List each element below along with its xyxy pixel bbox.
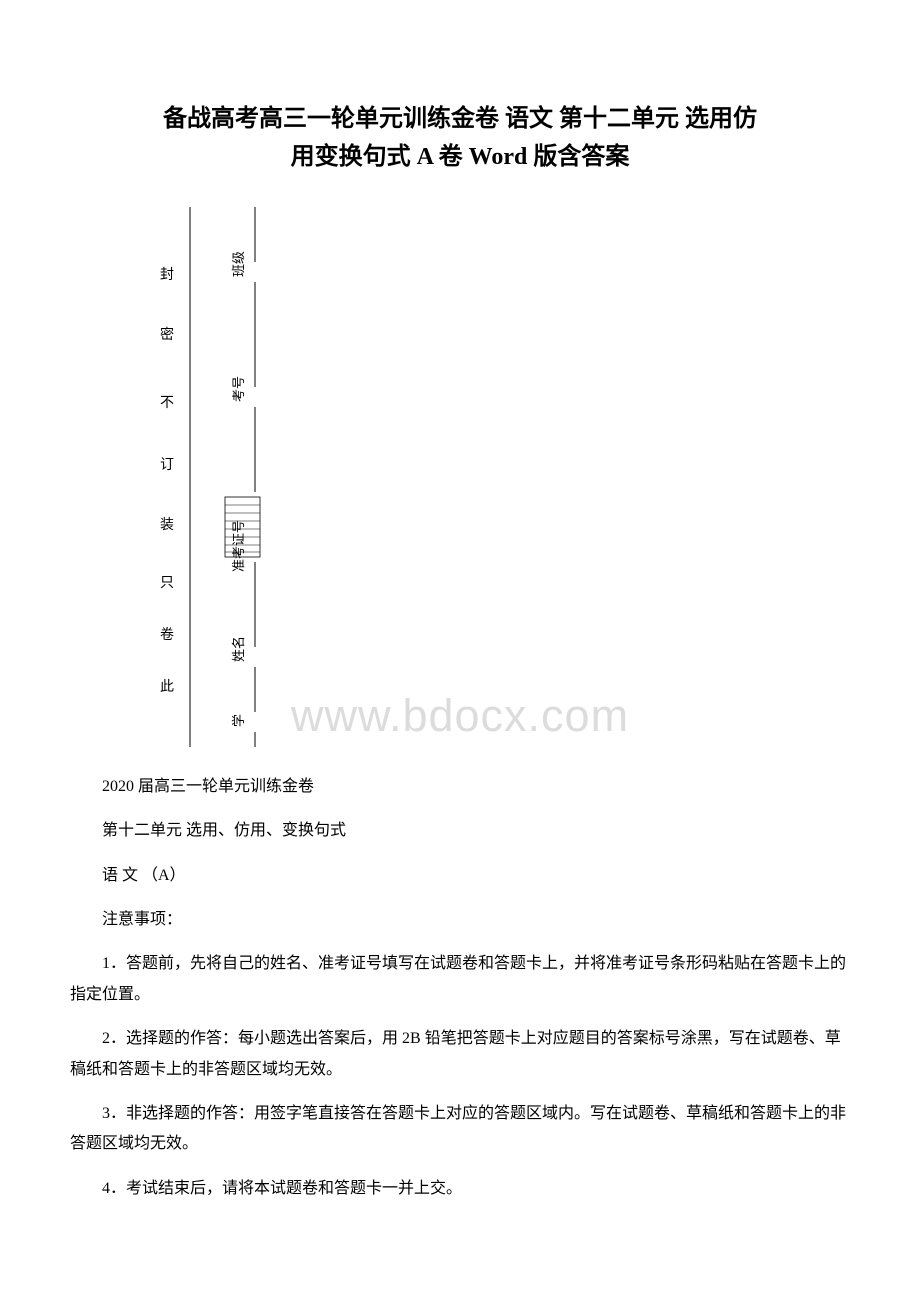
body-item-1: 1．答题前，先将自己的姓名、准考证号填写在试题卷和答题卡上，并将准考证号条形码粘… xyxy=(70,949,850,1010)
body-line-1: 2020 届高三一轮单元训练金卷 xyxy=(70,772,850,802)
body-item-4: 4．考试结束后，请将本试题卷和答题卡一并上交。 xyxy=(70,1174,850,1204)
watermark: www.bdocx.com xyxy=(291,690,629,742)
left-char-5: 装 xyxy=(160,517,174,533)
left-char-1: 封 xyxy=(160,267,174,283)
left-char-3: 不 xyxy=(160,396,174,411)
body-line-2: 第十二单元 选用、仿用、变换句式 xyxy=(70,816,850,846)
body-line-4: 注意事项： xyxy=(70,905,850,935)
body-item-2: 2．选择题的作答：每小题选出答案后，用 2B 铅笔把答题卡上对应题目的答案标号涂… xyxy=(70,1024,850,1085)
label-xingming: 姓名 xyxy=(231,636,246,662)
body-content: 2020 届高三一轮单元训练金卷 第十二单元 选用、仿用、变换句式 语 文 （A… xyxy=(70,772,850,1204)
left-char-8: 此 xyxy=(160,679,174,695)
label-banji: 班级 xyxy=(231,251,246,277)
binding-margin-diagram: 封 密 不 订 装 只 卷 此 班级 考号 准考证号 姓名 学 xyxy=(130,207,300,747)
label-zhunkao: 准考证号 xyxy=(231,520,246,572)
left-char-7: 卷 xyxy=(160,627,174,643)
left-char-4: 订 xyxy=(160,457,174,473)
body-item-3: 3．非选择题的作答：用签字笔直接答在答题卡上对应的答题区域内。写在试题卷、草稿纸… xyxy=(70,1099,850,1160)
left-char-2: 密 xyxy=(160,326,174,343)
label-xue: 学 xyxy=(231,714,246,727)
document-title: 备战高考高三一轮单元训练金卷 语文 第十二单元 选用仿 用变换句式 A 卷 Wo… xyxy=(70,100,850,177)
title-line-2: 用变换句式 A 卷 Word 版含答案 xyxy=(291,144,630,170)
body-line-3: 语 文 （A） xyxy=(70,861,850,891)
label-kaohao: 考号 xyxy=(231,376,246,402)
left-char-6: 只 xyxy=(160,576,174,591)
binding-svg: 封 密 不 订 装 只 卷 此 班级 考号 准考证号 姓名 学 xyxy=(130,207,300,747)
title-line-1: 备战高考高三一轮单元训练金卷 语文 第十二单元 选用仿 xyxy=(163,106,757,132)
